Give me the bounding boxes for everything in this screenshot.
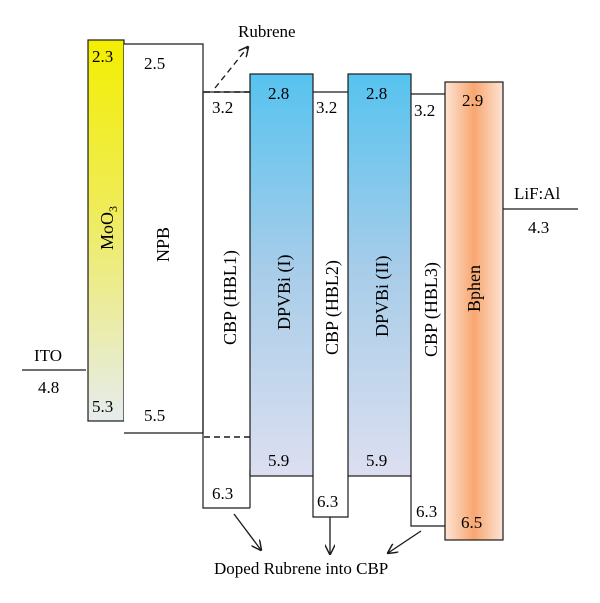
layer-cbp-hbl2-homo: 6.3: [317, 492, 338, 511]
ito-work-function: 4.8: [38, 378, 59, 397]
layer-moo3-homo: 5.3: [92, 397, 113, 416]
layer-moo3-name: MoO3: [97, 206, 120, 250]
layer-bphen-lumo: 2.9: [462, 91, 483, 110]
doped-arrow-3: [388, 530, 422, 553]
layer-cbp-hbl2-lumo: 3.2: [316, 98, 337, 117]
doped-label: Doped Rubrene into CBP: [214, 559, 388, 578]
ito-label: ITO: [34, 346, 62, 365]
layer-dpvbi-1-name: DPVBi (I): [274, 254, 295, 330]
layer-bphen-box: [444, 81, 504, 541]
layer-cbp-hbl1-name: CBP (HBL1): [220, 250, 241, 345]
layer-npb-homo: 5.5: [144, 406, 165, 425]
layer-bphen-name: Bphen: [464, 265, 484, 312]
layer-npb-lumo: 2.5: [144, 54, 165, 73]
layer-moo3: 2.3 5.3 MoO3: [87, 39, 125, 422]
doped-rubrene-annotation: Doped Rubrene into CBP: [214, 513, 422, 578]
layer-cbp-hbl3: 3.2 6.3 CBP (HBL3): [410, 93, 445, 527]
layer-cbp-hbl2: 3.2 6.3 CBP (HBL2): [312, 91, 349, 518]
layer-cbp-hbl3-name: CBP (HBL3): [421, 262, 442, 357]
rubrene-arrow: [214, 47, 248, 89]
lifal-electrode: LiF:Al 4.3: [503, 184, 578, 237]
layer-bphen-homo: 6.5: [461, 513, 482, 532]
layer-dpvbi-1-lumo: 2.8: [268, 84, 289, 103]
layer-dpvbi-2-homo: 5.9: [366, 451, 387, 470]
layer-npb: 2.5 5.5 NPB: [124, 43, 204, 434]
layer-dpvbi-1-box: [249, 73, 314, 477]
rubrene-label: Rubrene: [238, 22, 296, 41]
lifal-label: LiF:Al: [514, 184, 561, 203]
layer-dpvbi-2-box: [347, 73, 412, 477]
layer-npb-name: NPB: [153, 227, 173, 262]
layer-dpvbi-2-name: DPVBi (II): [372, 256, 393, 338]
layer-dpvbi-1: 2.8 5.9 DPVBi (I): [249, 73, 314, 477]
layer-dpvbi-1-homo: 5.9: [268, 451, 289, 470]
layer-cbp-hbl2-name: CBP (HBL2): [322, 260, 343, 355]
layer-dpvbi-2: 2.8 5.9 DPVBi (II): [347, 73, 412, 477]
layer-cbp-hbl3-box: [410, 93, 445, 527]
ito-electrode: ITO 4.8: [22, 346, 86, 397]
layer-cbp-hbl1-lumo: 3.2: [212, 98, 233, 117]
doped-arrow-1: [233, 513, 261, 550]
layer-moo3-lumo: 2.3: [92, 47, 113, 66]
lifal-work-function: 4.3: [528, 218, 549, 237]
layer-cbp-hbl1: 3.2 6.3 CBP (HBL1): [202, 91, 251, 509]
layer-dpvbi-2-lumo: 2.8: [366, 84, 387, 103]
layer-bphen: 2.9 6.5 Bphen: [444, 81, 504, 541]
layer-cbp-hbl3-homo: 6.3: [416, 502, 437, 521]
layer-cbp-hbl3-lumo: 3.2: [414, 101, 435, 120]
rubrene-annotation: Rubrene: [214, 22, 296, 89]
layer-cbp-hbl1-homo: 6.3: [212, 484, 233, 503]
